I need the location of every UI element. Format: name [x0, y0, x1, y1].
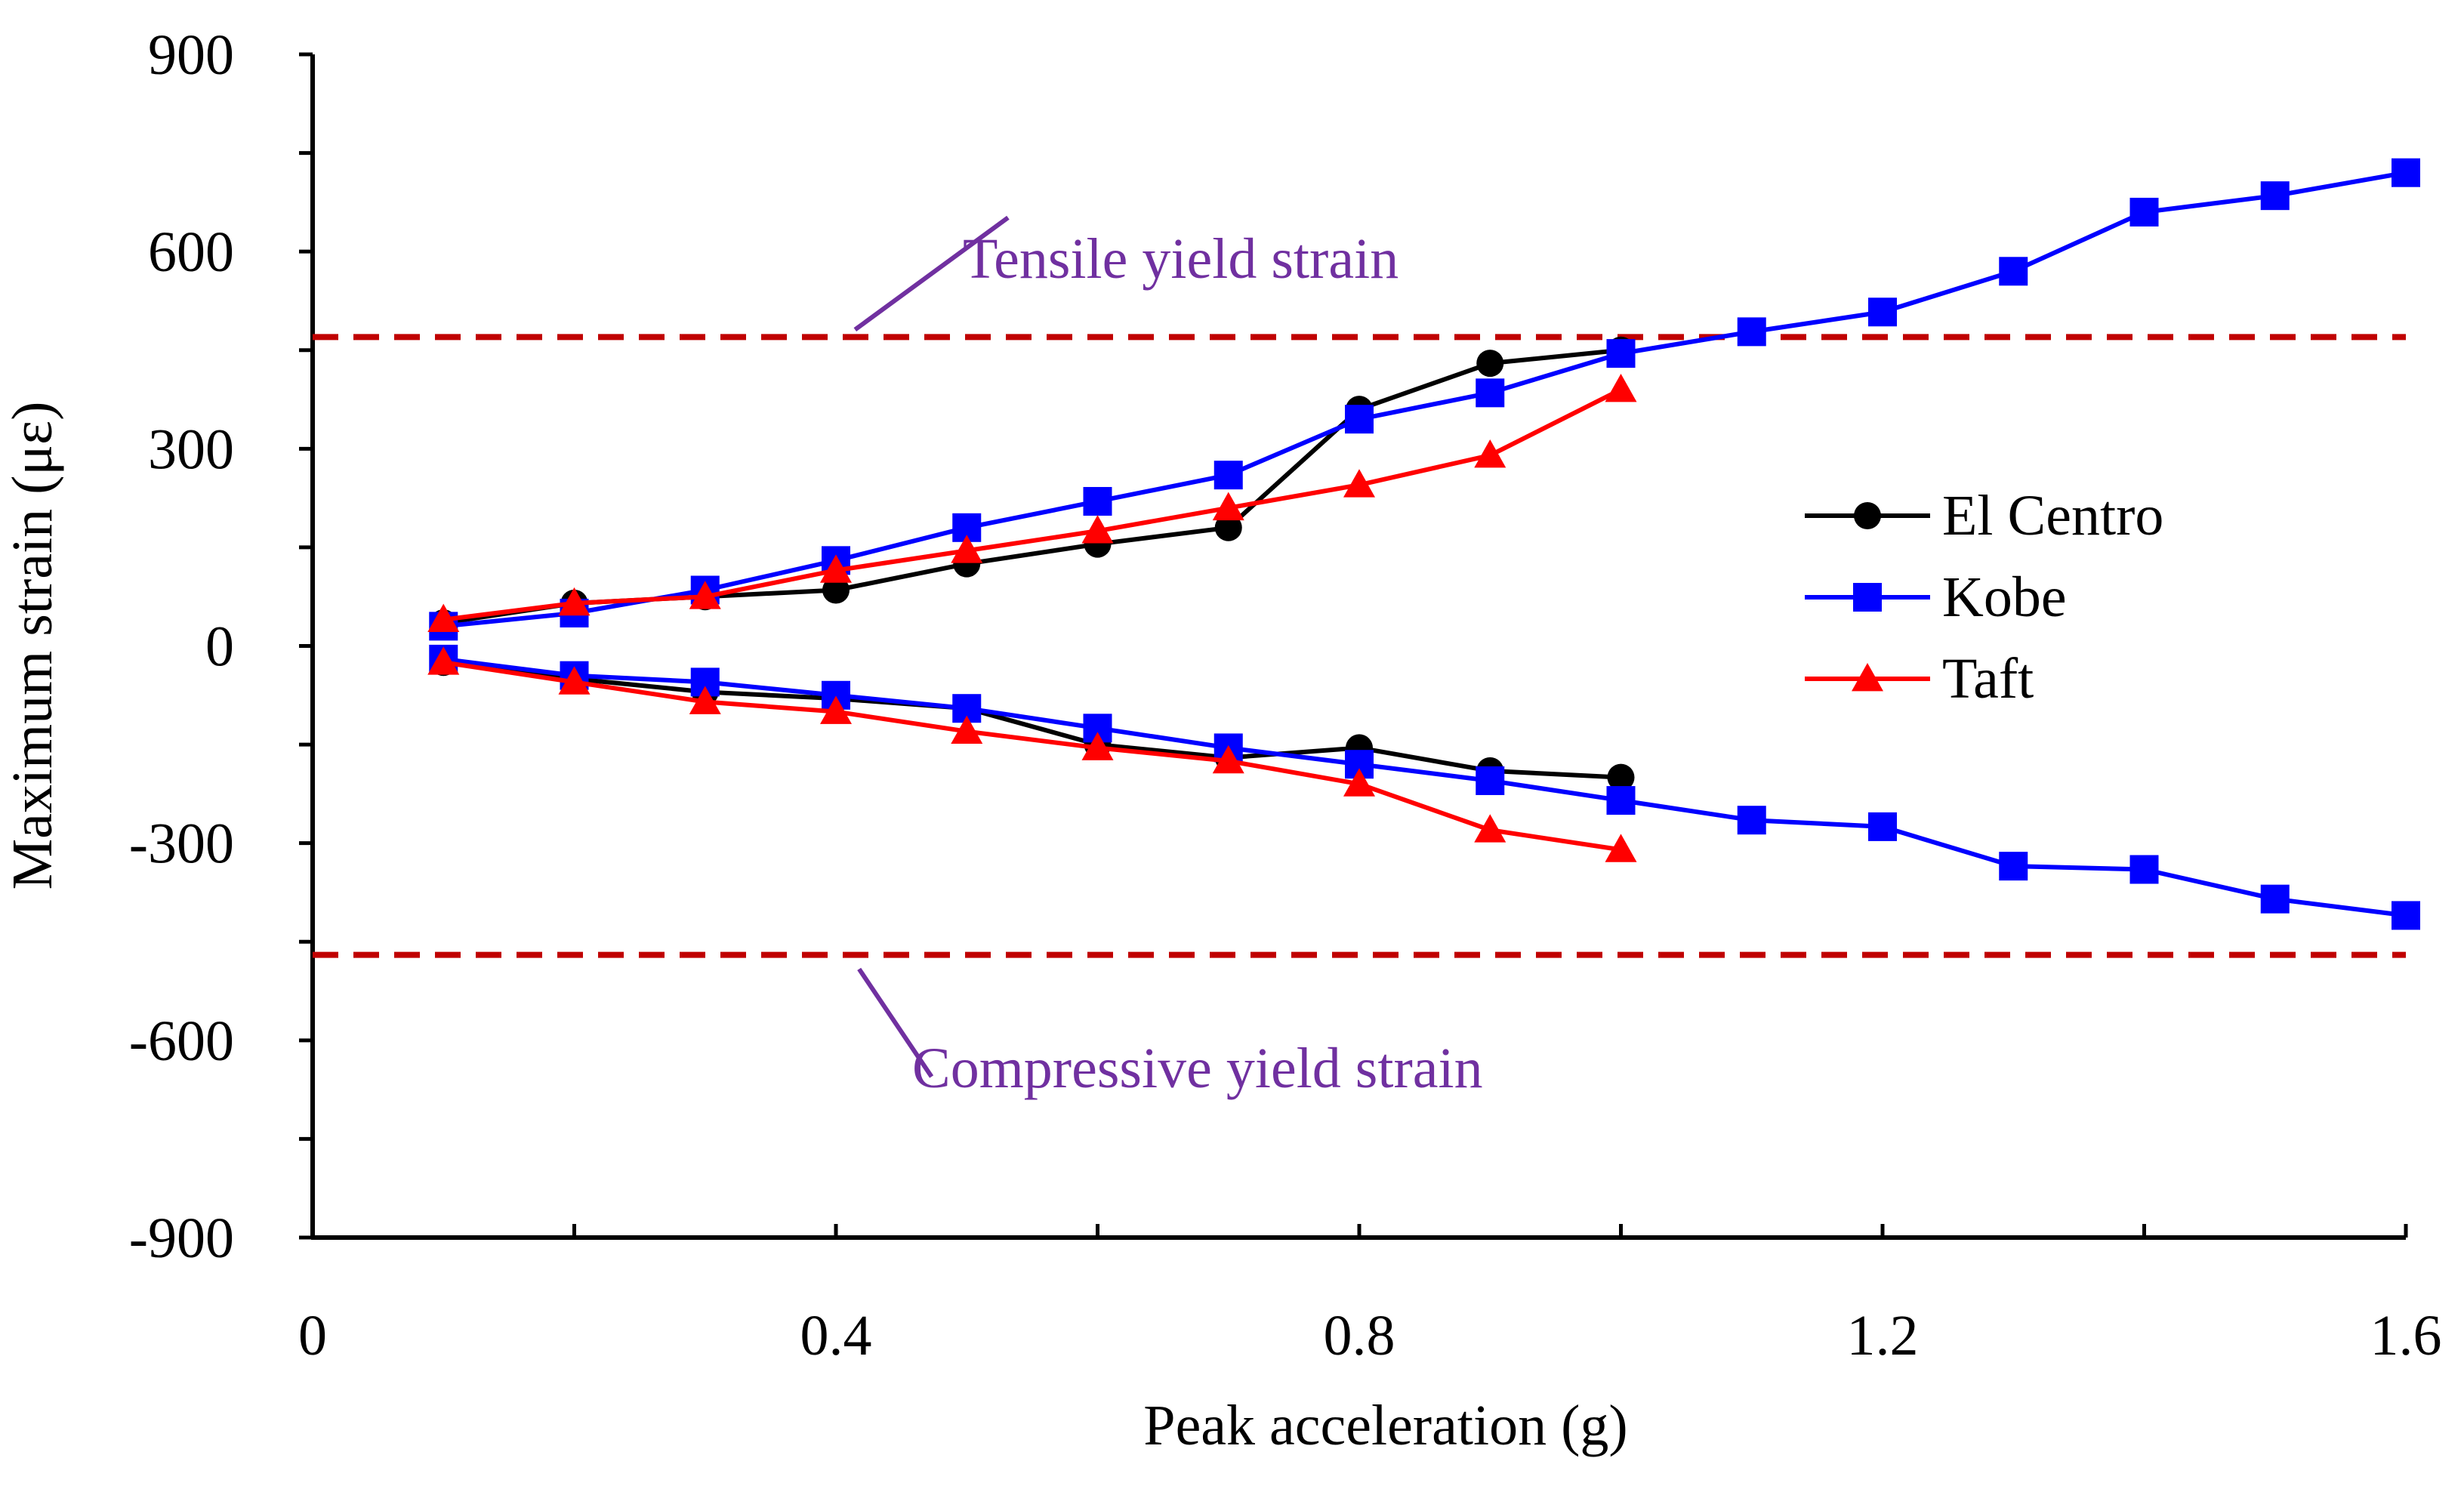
- series-group: [427, 158, 2420, 930]
- data-point-taft: [558, 587, 591, 616]
- data-point-el-centro: [822, 576, 850, 604]
- data-point-kobe: [1606, 786, 1636, 815]
- data-point-taft: [1343, 469, 1375, 498]
- y-tick-label: 900: [148, 23, 234, 87]
- series-line-kobe: [443, 170, 2407, 629]
- data-point-taft: [951, 535, 983, 563]
- data-point-taft: [427, 646, 460, 675]
- data-point-taft: [689, 686, 721, 714]
- data-point-kobe: [1999, 257, 2028, 286]
- data-point-kobe: [2260, 884, 2290, 914]
- x-tick-label: 1.2: [1847, 1304, 1919, 1367]
- data-point-kobe: [2392, 901, 2420, 930]
- y-tick-label: 600: [148, 220, 234, 284]
- data-point-taft: [1212, 492, 1244, 521]
- y-tick-label: -900: [129, 1207, 234, 1270]
- legend-marker-kobe: [1853, 583, 1882, 612]
- data-point-kobe: [1476, 766, 1505, 795]
- y-tick-label: -600: [129, 1010, 234, 1073]
- data-point-el-centro: [1214, 513, 1242, 541]
- y-tick-label: -300: [129, 812, 234, 876]
- data-point-kobe: [1999, 852, 2028, 881]
- data-point-taft: [1474, 814, 1506, 843]
- series-line-taft: [443, 387, 1622, 622]
- data-point-kobe: [1083, 486, 1112, 516]
- data-point-taft: [558, 666, 591, 695]
- y-tick-label: 300: [148, 418, 234, 481]
- legend-marker-taft: [1852, 663, 1883, 692]
- series-line-el-centro: [443, 660, 1621, 780]
- x-tick-label: 0.8: [1324, 1304, 1395, 1367]
- legend-label-el-centro: El Centro: [1942, 484, 2163, 547]
- data-point-el-centro: [1607, 763, 1635, 791]
- data-point-taft: [689, 581, 721, 609]
- series-line-taft: [443, 660, 1621, 852]
- data-point-kobe: [1737, 317, 1766, 347]
- data-point-taft: [820, 695, 852, 724]
- data-point-el-centro: [1476, 350, 1504, 378]
- data-point-taft: [951, 715, 983, 744]
- tick-marks: [299, 52, 2408, 1240]
- annotations: Tensile yield strain Compressive yield st…: [853, 215, 1483, 1100]
- data-point-kobe: [1606, 339, 1636, 368]
- series-line-el-centro: [443, 347, 1621, 625]
- data-point-kobe: [1868, 812, 1897, 841]
- legend-label-kobe: Kobe: [1942, 566, 2067, 629]
- legend-marker-el-centro: [1854, 502, 1881, 529]
- data-point-taft: [427, 603, 460, 633]
- series-el-centro: [430, 336, 1635, 791]
- tick-labels: 900 600 300 0 -300 -600 -900 0 0.4 0.8 1.2 1.6: [129, 23, 2442, 1367]
- legend-label-taft: Taft: [1942, 647, 2034, 711]
- data-point-kobe: [1345, 405, 1374, 434]
- annotation-pointer: [857, 967, 934, 1078]
- data-point-taft: [820, 554, 852, 583]
- data-point-taft: [1081, 515, 1114, 544]
- y-tick-label: 0: [205, 615, 234, 679]
- x-tick-label: 0: [298, 1304, 327, 1367]
- y-axis-title: Maximum strain (με): [1, 402, 64, 890]
- data-point-kobe: [1213, 461, 1243, 490]
- data-point-taft: [1605, 834, 1637, 862]
- data-point-kobe: [2129, 197, 2159, 227]
- data-point-kobe: [1476, 378, 1505, 408]
- legend: El Centro Kobe Taft: [1805, 484, 2163, 711]
- annotation-label: Compressive yield strain: [912, 1037, 1483, 1100]
- x-tick-label: 1.6: [2370, 1304, 2442, 1367]
- data-point-taft: [1343, 768, 1375, 797]
- annotation-pointer: [853, 215, 1010, 332]
- data-point-kobe: [2392, 158, 2420, 187]
- data-point-taft: [1212, 744, 1244, 774]
- series-line-kobe: [443, 656, 2407, 918]
- data-point-taft: [1081, 732, 1114, 760]
- data-point-kobe: [1737, 806, 1766, 835]
- annotation-label: Tensile yield strain: [963, 227, 1399, 291]
- data-point-kobe: [1868, 297, 1897, 327]
- data-point-taft: [1474, 439, 1506, 468]
- x-tick-label: 0.4: [800, 1304, 872, 1367]
- data-point-kobe: [2129, 855, 2159, 884]
- series-taft: [427, 373, 1637, 862]
- reference-lines: [313, 334, 2406, 958]
- x-axis-title: Peak acceleration (g): [1143, 1394, 1627, 1457]
- data-point-kobe: [2260, 181, 2290, 211]
- data-point-taft: [1605, 373, 1637, 402]
